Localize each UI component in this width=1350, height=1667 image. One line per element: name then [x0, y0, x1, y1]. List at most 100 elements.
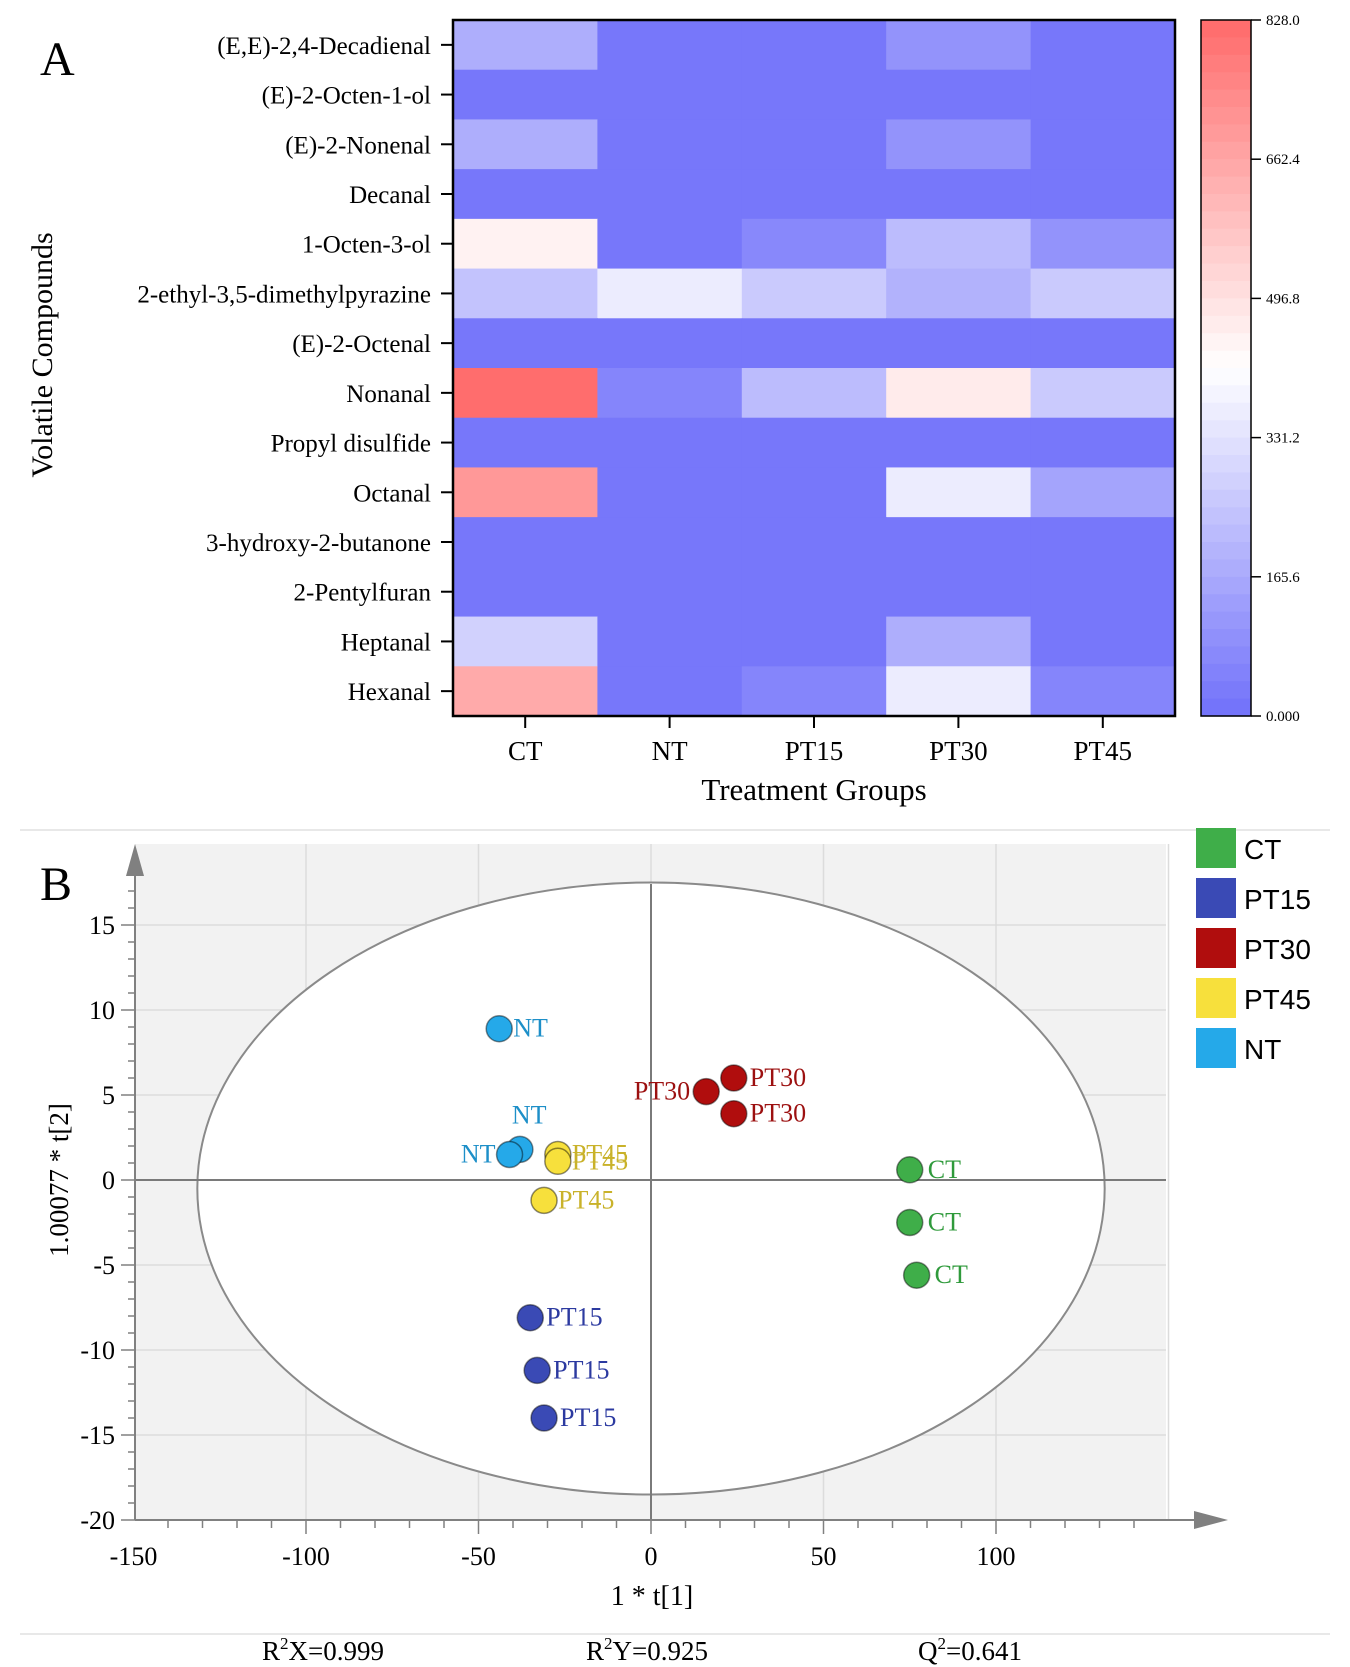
score-point-pt45	[530, 1186, 558, 1215]
colorbar-band	[1201, 281, 1251, 299]
heatmap-cell-heptanal-pt30	[886, 616, 1032, 667]
colorbar-band	[1201, 681, 1251, 700]
colorbar-band	[1201, 368, 1251, 386]
x-tick-label: 0	[645, 1542, 658, 1571]
heatmap-x-label: CT	[508, 736, 543, 766]
heatmap-cell-e-2-octenal-pt15	[741, 318, 887, 369]
score-point-label: PT15	[553, 1355, 609, 1384]
heatmap-cell-decanal-nt	[597, 169, 743, 220]
x-axis-arrow-icon	[1194, 1511, 1228, 1529]
heatmap-cell-e-e-2-4-decadienal-nt	[597, 20, 743, 71]
heatmap-y-label: Octanal	[353, 480, 431, 507]
heatmap-cell-e-2-octenal-nt	[597, 318, 743, 369]
colorbar-band	[1201, 246, 1251, 265]
score-point-pt30	[720, 1099, 748, 1128]
colorbar-band	[1201, 333, 1251, 352]
colorbar-band	[1201, 542, 1251, 560]
colorbar-band	[1201, 211, 1251, 230]
x-tick-label: -100	[282, 1542, 330, 1571]
heatmap-cell-hexanal-nt	[597, 666, 743, 717]
heatmap-y-label: 2-Pentylfuran	[294, 580, 432, 607]
heatmap-cell-e-e-2-4-decadienal-pt30	[886, 20, 1032, 71]
legend-label: PT30	[1244, 934, 1311, 965]
heatmap-cell-heptanal-pt45	[1030, 616, 1176, 667]
heatmap-cell-1-octen-3-ol-nt	[597, 218, 743, 270]
heatmap-y-label: (E)-2-Nonenal	[285, 132, 431, 159]
colorbar-band	[1201, 385, 1251, 404]
legend: CT PT15 PT30 PT45 NT	[1196, 828, 1311, 1068]
colorbar-band	[1201, 472, 1251, 491]
heatmap-cell-1-octen-3-ol-pt15	[741, 218, 887, 270]
score-point-label: PT45	[558, 1185, 614, 1214]
score-point-label: PT45	[572, 1146, 628, 1175]
heatmap-y-label: 2-ethyl-3,5-dimethylpyrazine	[137, 281, 431, 308]
score-point-ct	[896, 1208, 924, 1237]
heatmap-cell-heptanal-pt15	[741, 616, 887, 667]
heatmap-x-label: NT	[652, 736, 688, 766]
heatmap-cell-2-pentylfuran-pt15	[741, 566, 887, 618]
heatmap-cell-e-2-nonenal-pt45	[1030, 119, 1176, 170]
colorbar-band	[1201, 228, 1251, 247]
heatmap-y-label: Nonanal	[346, 381, 431, 408]
panel-label-b: B	[40, 858, 72, 911]
colorbar-tick-label: 0.000	[1266, 709, 1300, 725]
heatmap-cell-propyl-disulfide-pt30	[886, 417, 1032, 469]
heatmap-x-ticks: CT NT PT15 PT30 PT45	[508, 716, 1132, 766]
model-stat: Q2=0.641	[918, 1634, 1022, 1666]
colorbar-band	[1201, 524, 1251, 543]
heatmap-cell-decanal-pt45	[1030, 169, 1176, 220]
heatmap-cell-3-hydroxy-2-butanone-ct	[453, 517, 598, 568]
colorbar-band	[1201, 176, 1251, 195]
heatmap-cell-decanal-pt30	[886, 169, 1032, 220]
heatmap-cell-propyl-disulfide-nt	[597, 417, 743, 469]
heatmap-y-label: Hexanal	[348, 679, 431, 706]
y-tick-label: 15	[89, 911, 115, 940]
score-point-ct	[902, 1261, 931, 1289]
colorbar-band	[1201, 698, 1251, 717]
score-point-pt45	[544, 1147, 572, 1176]
heatmap-cell-1-octen-3-ol-pt45	[1030, 218, 1176, 270]
score-point-pt30	[692, 1077, 720, 1106]
heatmap-panel: A (E,E)-2,4-Decadienal(E)-2-Octen-1-ol(E…	[26, 18, 1177, 807]
heatmap-cell-octanal-pt45	[1030, 467, 1176, 518]
score-point-pt15	[530, 1404, 558, 1432]
heatmap-cell-octanal-pt15	[741, 467, 887, 518]
heatmap-cell-heptanal-ct	[453, 616, 598, 667]
colorbar-tick-label: 165.6	[1266, 570, 1300, 586]
colorbar-tick-label: 828.0	[1266, 13, 1300, 29]
heatmap-cell-e-e-2-4-decadienal-pt15	[741, 20, 887, 71]
heatmap-y-label: 3-hydroxy-2-butanone	[206, 530, 431, 557]
colorbar-band	[1201, 611, 1251, 630]
heatmap-cell-e-2-nonenal-nt	[597, 119, 743, 170]
score-point-pt15	[523, 1356, 551, 1385]
colorbar-band	[1201, 141, 1251, 160]
heatmap-cell-2-pentylfuran-ct	[453, 566, 598, 618]
heatmap-cell-hexanal-pt15	[741, 666, 887, 717]
colorbar-band	[1201, 402, 1251, 421]
score-point-nt	[495, 1140, 524, 1169]
heatmap-cell-2-ethyl-3-5-dimethylpyrazine-ct	[453, 268, 598, 319]
score-point-label: NT	[512, 1100, 547, 1129]
colorbar-band	[1201, 37, 1251, 56]
heatmap-cell-e-2-nonenal-pt15	[741, 119, 887, 170]
y-tick-label: -5	[93, 1251, 115, 1280]
colorbar-band	[1201, 489, 1251, 508]
heatmap-cell-2-ethyl-3-5-dimethylpyrazine-pt15	[741, 268, 887, 319]
heatmap-cell-e-2-octen-1-ol-ct	[453, 69, 598, 121]
heatmap-cell-hexanal-pt30	[886, 666, 1032, 717]
heatmap-cell-2-ethyl-3-5-dimethylpyrazine-pt45	[1030, 268, 1176, 319]
y-tick-label: 0	[102, 1166, 115, 1195]
colorbar-tick-label: 331.2	[1266, 431, 1300, 447]
colorbar-band	[1201, 89, 1251, 108]
heatmap-cell-e-2-octen-1-ol-nt	[597, 69, 743, 121]
colorbar-band	[1201, 646, 1251, 665]
heatmap-x-label: PT30	[929, 736, 988, 766]
score-point-label: NT	[513, 1014, 548, 1043]
colorbar-band	[1201, 124, 1251, 143]
heatmap-cell-2-pentylfuran-pt30	[886, 566, 1032, 618]
colorbar-band	[1201, 194, 1251, 212]
heatmap-cell-nonanal-nt	[597, 368, 743, 419]
heatmap-y-axis-title: Volatile Compounds	[26, 232, 59, 477]
